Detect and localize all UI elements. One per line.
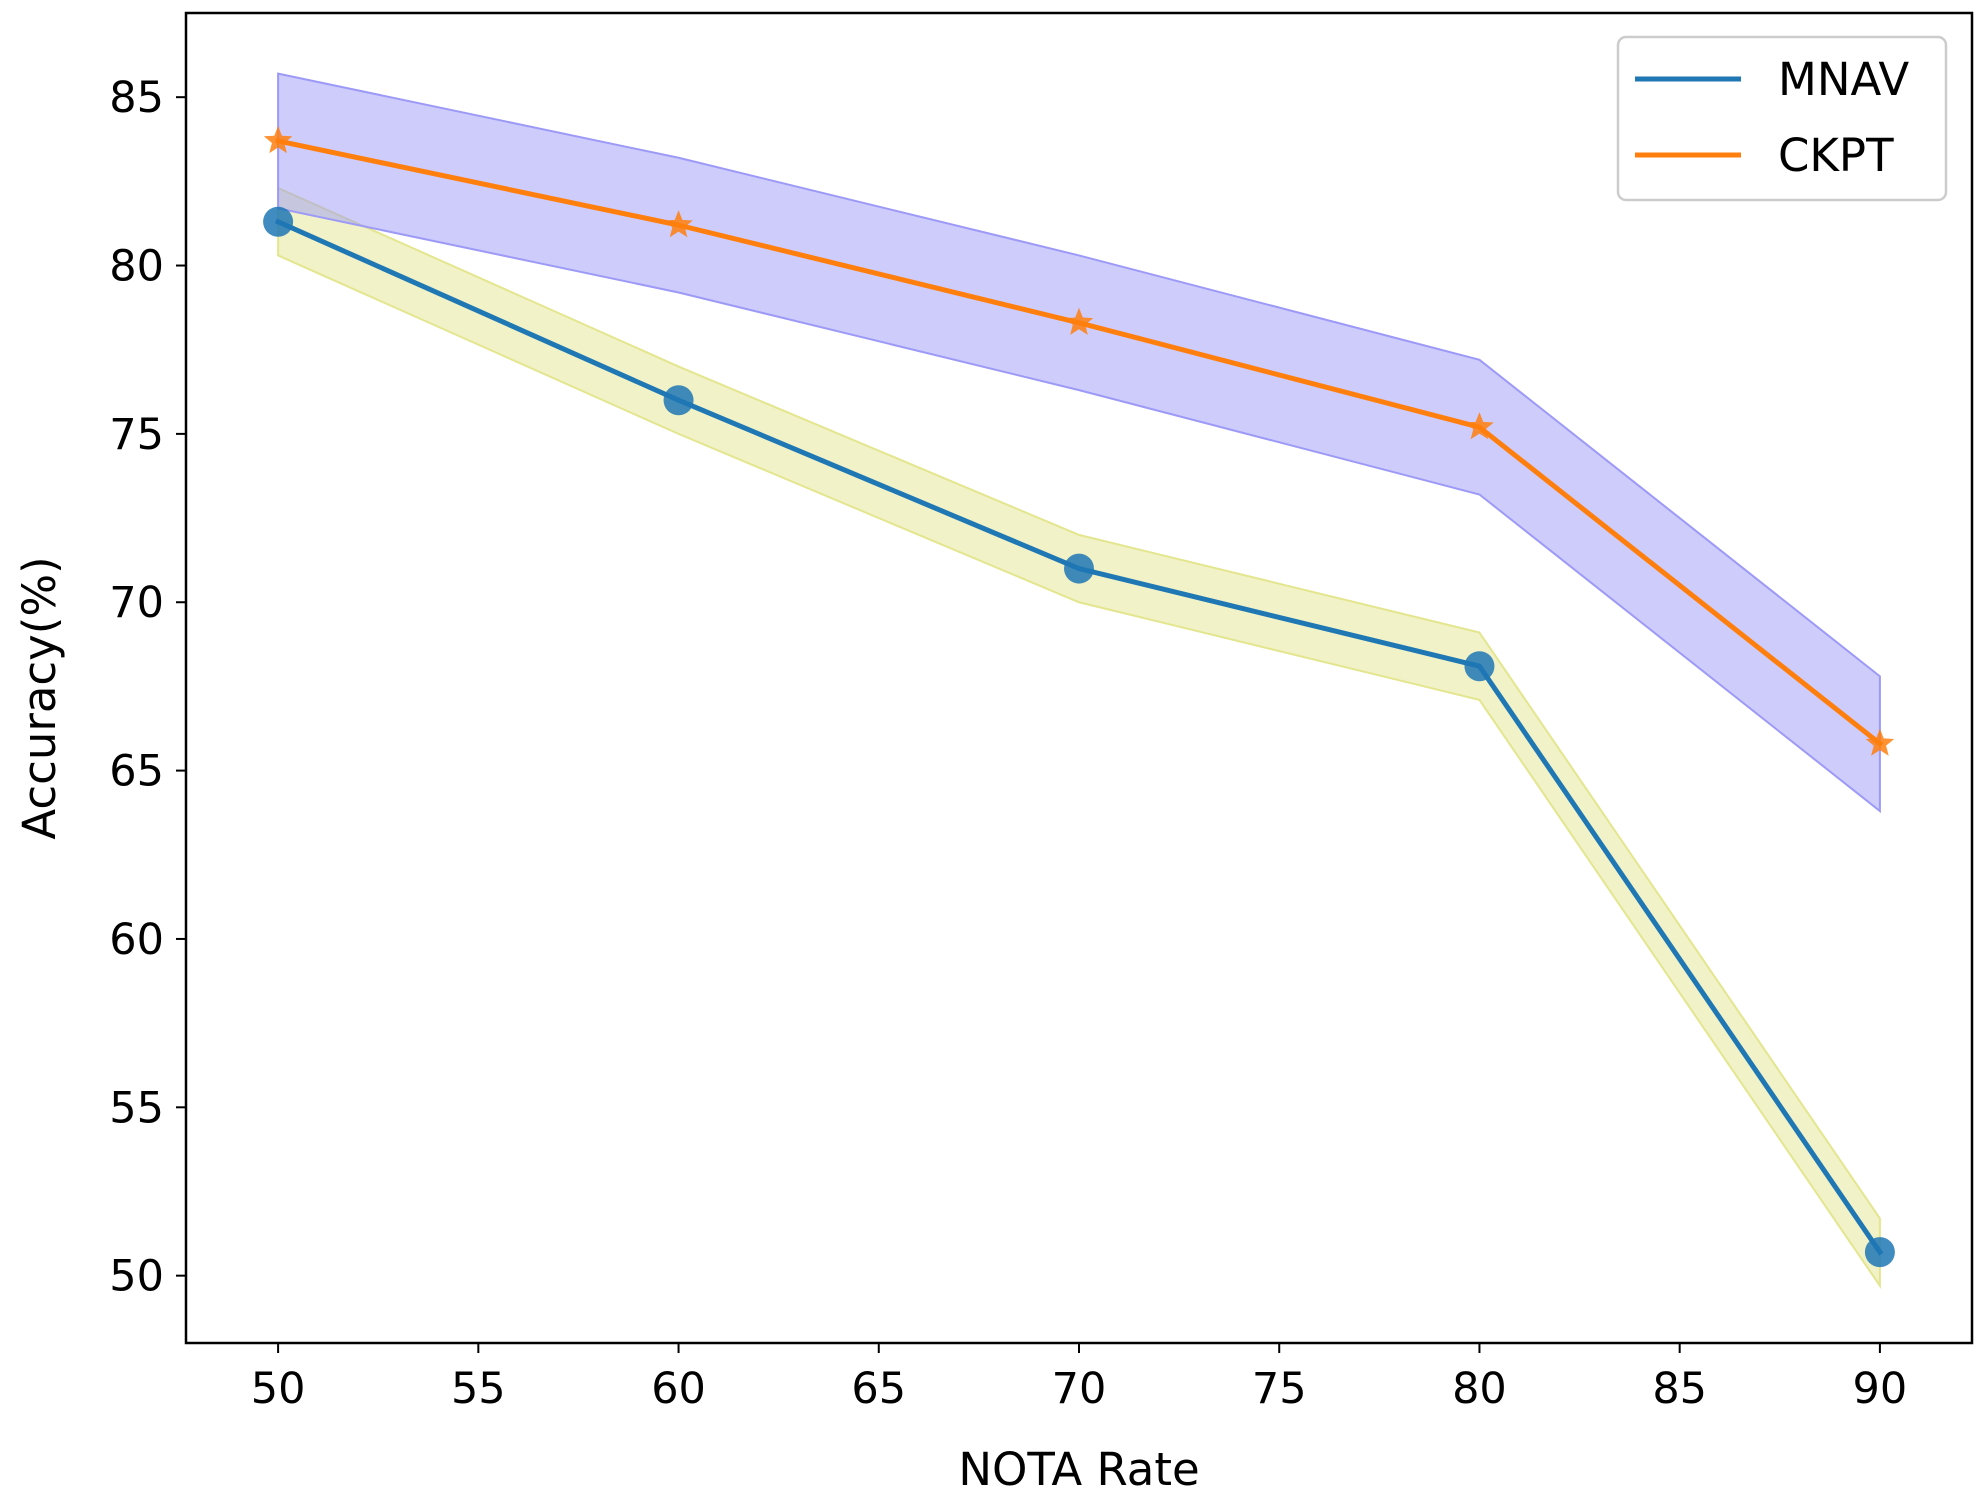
y-tick-label-55: 55 xyxy=(109,1083,164,1133)
y-axis-label: Accuracy(%) xyxy=(13,556,66,839)
marker-mnav-70 xyxy=(1064,553,1094,584)
marker-ckpt-80 xyxy=(1465,412,1494,440)
marker-mnav-80 xyxy=(1464,651,1495,682)
x-tick-label-70: 70 xyxy=(1052,1364,1107,1414)
x-tick-label-65: 65 xyxy=(851,1364,906,1414)
marker-ckpt-70 xyxy=(1064,307,1094,335)
x-axis-ticks: 50 55 60 65 70 75 80 85 90 xyxy=(251,1343,1908,1414)
legend-label-mnav: MNAV xyxy=(1778,53,1909,106)
x-tick-label-75: 75 xyxy=(1252,1364,1307,1414)
x-tick-label-85: 85 xyxy=(1652,1364,1707,1414)
x-tick-label-90: 90 xyxy=(1853,1364,1908,1414)
marker-ckpt-60 xyxy=(664,210,693,238)
marker-mnav-50 xyxy=(263,206,294,237)
y-tick-label-50: 50 xyxy=(109,1252,164,1302)
y-tick-label-75: 75 xyxy=(109,410,164,460)
band-mnav xyxy=(277,186,1881,1289)
x-tick-label-80: 80 xyxy=(1452,1364,1507,1414)
marker-mnav-90 xyxy=(1864,1237,1895,1268)
series-markers xyxy=(263,125,1895,1268)
marker-ckpt-50 xyxy=(263,125,293,154)
x-tick-label-55: 55 xyxy=(451,1364,506,1414)
legend-label-ckpt: CKPT xyxy=(1778,129,1894,182)
marker-ckpt-90 xyxy=(1865,728,1895,756)
confidence-bands xyxy=(277,72,1881,1289)
legend: MNAV CKPT xyxy=(1616,35,1948,202)
y-tick-label-85: 85 xyxy=(109,73,164,123)
x-tick-label-50: 50 xyxy=(251,1364,306,1414)
y-tick-label-70: 70 xyxy=(109,578,164,628)
marker-mnav-60 xyxy=(663,385,694,416)
band-ckpt xyxy=(277,72,1881,814)
y-tick-label-80: 80 xyxy=(109,242,164,292)
x-axis-label: NOTA Rate xyxy=(958,1443,1199,1496)
y-axis-ticks: 50 55 60 65 70 75 80 85 xyxy=(109,73,186,1302)
x-tick-label-60: 60 xyxy=(651,1364,706,1414)
y-tick-label-60: 60 xyxy=(109,915,164,965)
y-tick-label-65: 65 xyxy=(109,747,164,797)
